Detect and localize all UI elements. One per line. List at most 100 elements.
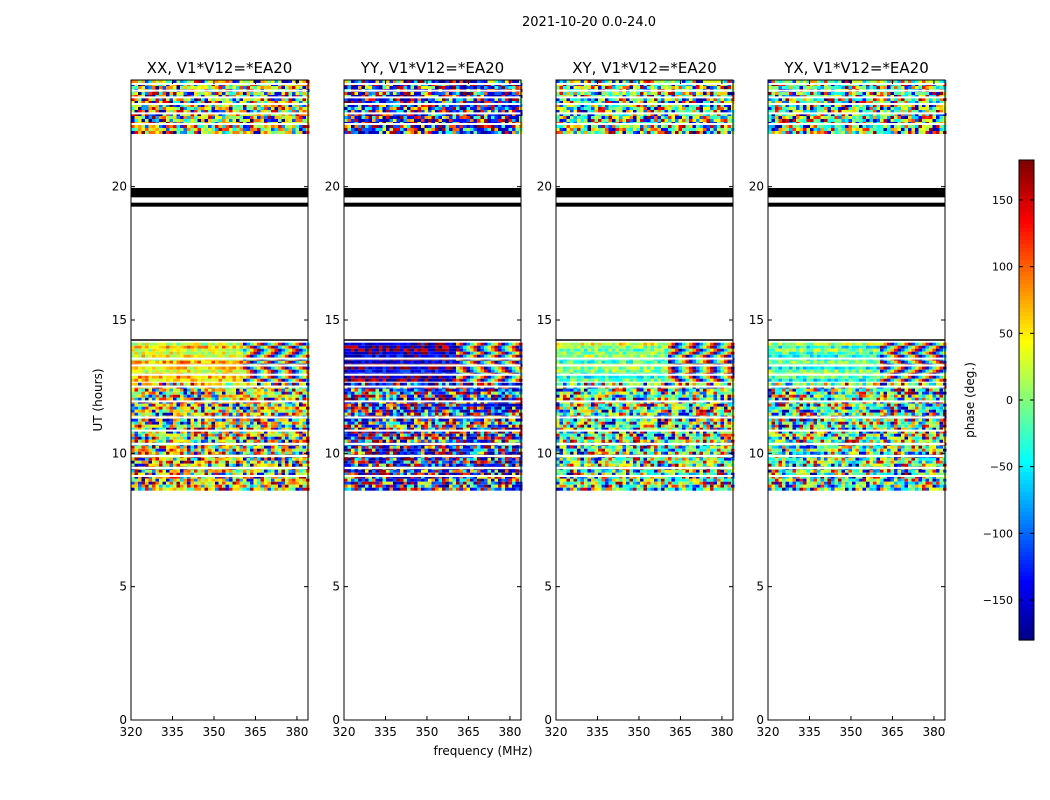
phase-cell — [173, 469, 177, 473]
phase-cell — [281, 433, 285, 437]
phase-cell — [470, 451, 474, 455]
phase-cell — [138, 351, 142, 355]
phase-cell — [145, 382, 149, 386]
phase-cell — [260, 397, 264, 401]
phase-cell — [410, 388, 414, 392]
phase-cell — [498, 427, 502, 431]
phase-cell — [131, 457, 135, 461]
phase-cell — [281, 412, 285, 416]
phase-cell — [187, 463, 191, 467]
phase-cell — [236, 457, 240, 461]
phase-cell — [141, 351, 145, 355]
phase-cell — [515, 406, 519, 410]
phase-cell — [260, 342, 264, 346]
phase-cell — [176, 457, 180, 461]
phase-cell — [463, 382, 467, 386]
phase-cell — [166, 125, 170, 128]
phase-cell — [424, 439, 428, 443]
phase-cell — [382, 433, 386, 437]
phase-cell — [239, 481, 243, 485]
phase-cell — [292, 439, 296, 443]
phase-cell — [204, 119, 208, 122]
phase-cell — [512, 457, 516, 461]
phase-cell — [152, 104, 156, 107]
phase-cell — [134, 360, 138, 364]
phase-cell — [302, 128, 306, 131]
phase-cell — [243, 427, 247, 431]
phase-cell — [292, 369, 296, 373]
phase-cell — [257, 92, 261, 95]
phase-cell — [166, 463, 170, 467]
phase-cell — [173, 354, 177, 358]
phase-cell — [498, 424, 502, 428]
phase-cell — [431, 469, 435, 473]
phase-cell — [211, 484, 215, 488]
phase-cell — [358, 463, 362, 467]
phase-cell — [459, 433, 463, 437]
phase-cell — [194, 421, 198, 425]
phase-cell — [264, 481, 268, 485]
phase-cell — [187, 439, 191, 443]
phase-cell — [470, 445, 474, 449]
phase-cell — [225, 472, 229, 476]
phase-cell — [232, 125, 236, 128]
phase-cell — [347, 403, 351, 407]
phase-cell — [183, 360, 187, 364]
phase-cell — [131, 475, 135, 479]
phase-cell — [274, 484, 278, 488]
phase-cell — [470, 469, 474, 473]
phase-cell — [480, 409, 484, 413]
phase-cell — [180, 484, 184, 488]
phase-cell — [141, 409, 145, 413]
phase-cell — [176, 98, 180, 101]
phase-cell — [484, 469, 488, 473]
phase-cell — [138, 403, 142, 407]
phase-cell — [288, 345, 292, 349]
phase-cell — [173, 369, 177, 373]
phase-cell — [187, 469, 191, 473]
phase-cell — [204, 131, 208, 134]
phase-cell — [243, 119, 247, 122]
phase-cell — [375, 427, 379, 431]
phase-cell — [438, 448, 442, 452]
phase-cell — [470, 421, 474, 425]
phase-cell — [159, 406, 163, 410]
phase-cell — [264, 369, 268, 373]
phase-cell — [187, 369, 191, 373]
phase-cell — [187, 98, 191, 101]
phase-cell — [361, 406, 365, 410]
phase-cell — [498, 397, 502, 401]
phase-cell — [180, 472, 184, 476]
phase-cell — [386, 460, 390, 464]
phase-cell — [194, 342, 198, 346]
phase-cell — [141, 101, 145, 104]
phase-cell — [246, 98, 250, 101]
phase-cell — [225, 475, 229, 479]
phase-cell — [134, 113, 138, 116]
phase-cell — [180, 366, 184, 370]
phase-cell — [155, 430, 159, 434]
phase-cell — [155, 382, 159, 386]
phase-cell — [145, 469, 149, 473]
phase-cell — [155, 484, 159, 488]
phase-cell — [278, 342, 282, 346]
phase-cell — [190, 104, 194, 107]
phase-cell — [194, 348, 198, 352]
phase-cell — [295, 463, 299, 467]
phase-cell — [302, 478, 306, 482]
phase-cell — [232, 430, 236, 434]
phase-cell — [197, 86, 201, 89]
phase-cell — [176, 80, 180, 83]
phase-cell — [480, 460, 484, 464]
phase-cell — [180, 412, 184, 416]
phase-cell — [190, 107, 194, 110]
phase-cell — [218, 101, 222, 104]
phase-cell — [232, 98, 236, 101]
phase-cell — [215, 98, 219, 101]
phase-cell — [515, 421, 519, 425]
phase-cell — [288, 403, 292, 407]
phase-cell — [431, 457, 435, 461]
phase-cell — [215, 388, 219, 392]
phase-cell — [375, 406, 379, 410]
phase-cell — [166, 409, 170, 413]
